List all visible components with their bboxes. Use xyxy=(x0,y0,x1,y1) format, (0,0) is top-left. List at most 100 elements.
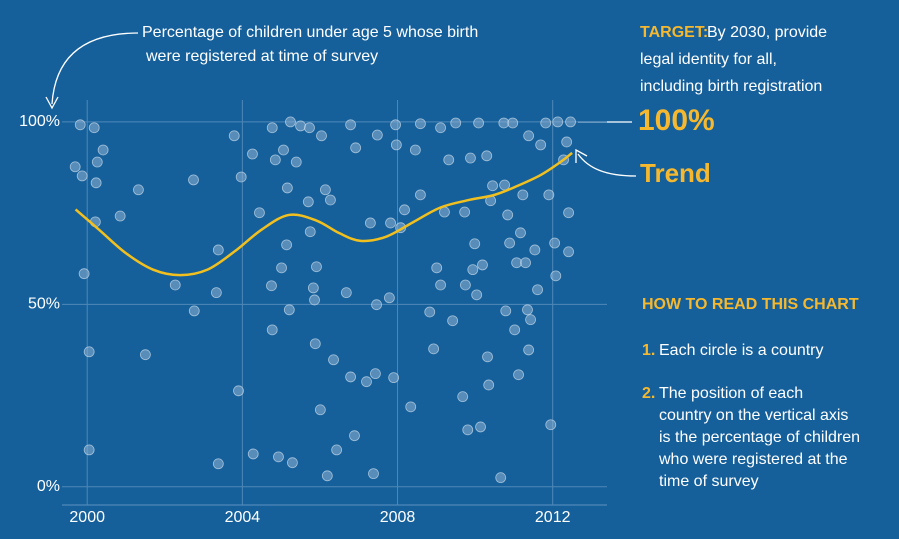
y-tick-label: 100% xyxy=(19,113,60,130)
country-point xyxy=(254,207,265,219)
country-point xyxy=(349,430,360,442)
country-point xyxy=(188,305,200,317)
item-text: time of survey xyxy=(659,473,759,490)
target-heading: TARGET: xyxy=(640,24,708,41)
country-point xyxy=(385,217,396,229)
item-text: Each circle is a country xyxy=(659,342,824,359)
country-point xyxy=(507,117,519,129)
country-point xyxy=(328,354,339,366)
country-point xyxy=(212,244,224,256)
country-point xyxy=(502,209,514,221)
target-text: By 2030, provide xyxy=(707,24,827,41)
trend-line xyxy=(74,151,573,277)
item-number: 2. xyxy=(642,385,655,402)
country-point xyxy=(473,117,485,129)
country-point xyxy=(525,314,536,326)
how-heading: HOW TO READ THIS CHART xyxy=(642,296,859,313)
country-point xyxy=(91,156,103,168)
country-point xyxy=(371,129,383,141)
country-point xyxy=(76,170,88,182)
country-point xyxy=(415,118,426,130)
country-point xyxy=(285,116,296,128)
country-point xyxy=(462,424,474,436)
country-point xyxy=(388,372,400,384)
country-point xyxy=(517,189,529,201)
country-point xyxy=(114,210,126,222)
country-point xyxy=(443,154,455,166)
arrow-head xyxy=(45,96,59,110)
country-point xyxy=(390,119,401,131)
country-point xyxy=(487,180,498,192)
y-tick-label: 0% xyxy=(37,478,60,495)
country-point xyxy=(304,226,316,238)
country-point xyxy=(361,376,372,388)
country-point xyxy=(266,280,277,292)
country-point xyxy=(543,189,555,201)
country-point xyxy=(233,385,244,397)
country-point xyxy=(247,448,259,460)
country-point xyxy=(515,227,526,239)
country-point xyxy=(511,257,523,269)
country-point xyxy=(550,270,562,282)
item-number: 1. xyxy=(642,342,655,359)
country-point xyxy=(302,196,314,208)
country-point xyxy=(471,289,483,301)
country-point xyxy=(210,287,222,299)
country-point xyxy=(316,130,327,142)
country-point xyxy=(504,237,516,249)
country-point xyxy=(563,207,574,219)
country-point xyxy=(552,116,564,128)
country-point xyxy=(532,284,543,296)
country-point xyxy=(331,444,343,456)
country-point xyxy=(523,130,535,142)
country-point xyxy=(498,117,510,129)
country-point xyxy=(235,171,247,183)
country-point xyxy=(399,204,410,216)
item-text: The position of each xyxy=(659,385,803,402)
country-point xyxy=(340,287,352,299)
country-point xyxy=(540,117,552,129)
target-value: 100% xyxy=(638,104,715,137)
target-text: legal identity for all, xyxy=(640,51,777,68)
country-point xyxy=(390,139,402,151)
country-point xyxy=(276,262,287,274)
chart-title: Percentage of children under age 5 whose… xyxy=(142,24,478,41)
country-point xyxy=(311,261,322,273)
country-point xyxy=(281,239,292,251)
country-point xyxy=(309,338,321,350)
country-point xyxy=(535,139,547,151)
country-point xyxy=(321,470,333,482)
country-point xyxy=(447,315,459,327)
country-point xyxy=(83,444,95,456)
country-point xyxy=(78,268,90,280)
country-point xyxy=(269,154,281,166)
y-tick-label: 50% xyxy=(28,296,60,313)
country-point xyxy=(495,472,507,484)
country-point xyxy=(450,117,462,129)
country-point xyxy=(309,294,320,306)
country-point xyxy=(371,299,382,311)
country-point xyxy=(90,177,102,189)
country-point xyxy=(475,421,486,433)
item-text: who were registered at the xyxy=(658,451,848,468)
country-point xyxy=(188,174,199,186)
country-point xyxy=(465,152,476,164)
country-point xyxy=(278,144,289,156)
x-tick-label: 2008 xyxy=(380,509,416,526)
country-point xyxy=(500,305,512,317)
country-point xyxy=(545,419,557,431)
x-tick-label: 2012 xyxy=(535,509,571,526)
country-point xyxy=(460,279,471,291)
country-point xyxy=(383,292,395,304)
country-point xyxy=(409,144,421,156)
country-point xyxy=(290,156,302,168)
country-point xyxy=(565,116,576,128)
country-point xyxy=(499,179,510,191)
country-point xyxy=(345,371,356,383)
item-text: is the percentage of children xyxy=(659,429,860,446)
country-point xyxy=(368,468,379,480)
country-point xyxy=(520,257,531,269)
country-point xyxy=(133,184,144,196)
country-point xyxy=(457,391,469,403)
chart-title: were registered at time of survey xyxy=(145,48,378,65)
